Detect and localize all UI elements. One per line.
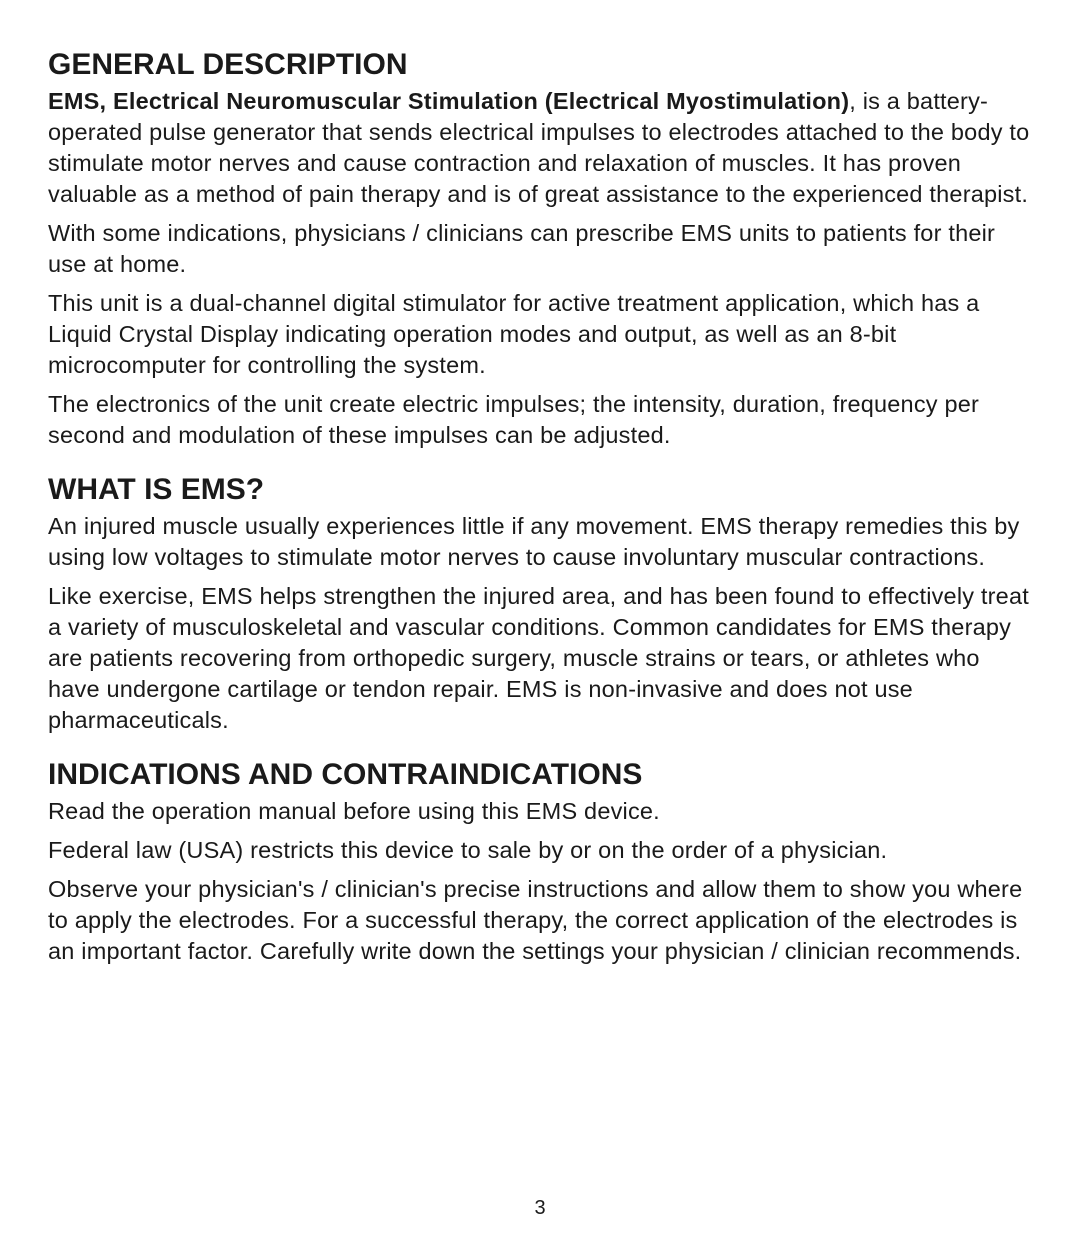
section-what-is-ems: WHAT IS EMS? An injured muscle usually e… [48, 473, 1032, 736]
section-general-description: GENERAL DESCRIPTION EMS, Electrical Neur… [48, 48, 1032, 451]
lead-bold-text: EMS, Electrical Neuromuscular Stimulatio… [48, 88, 849, 114]
heading-general-description: GENERAL DESCRIPTION [48, 48, 1032, 82]
document-page: GENERAL DESCRIPTION EMS, Electrical Neur… [0, 0, 1080, 1246]
paragraph: EMS, Electrical Neuromuscular Stimulatio… [48, 86, 1032, 210]
paragraph: Federal law (USA) restricts this device … [48, 835, 1032, 866]
paragraph: Like exercise, EMS helps strengthen the … [48, 581, 1032, 736]
heading-what-is-ems: WHAT IS EMS? [48, 473, 1032, 507]
heading-indications: INDICATIONS AND CONTRAINDICATIONS [48, 758, 1032, 792]
paragraph: This unit is a dual-channel digital stim… [48, 288, 1032, 381]
paragraph: An injured muscle usually experiences li… [48, 511, 1032, 573]
page-number: 3 [0, 1197, 1080, 1220]
paragraph: Observe your physician's / clinician's p… [48, 874, 1032, 967]
paragraph: With some indications, physicians / clin… [48, 218, 1032, 280]
paragraph: Read the operation manual before using t… [48, 796, 1032, 827]
paragraph: The electronics of the unit create elect… [48, 389, 1032, 451]
section-indications: INDICATIONS AND CONTRAINDICATIONS Read t… [48, 758, 1032, 967]
